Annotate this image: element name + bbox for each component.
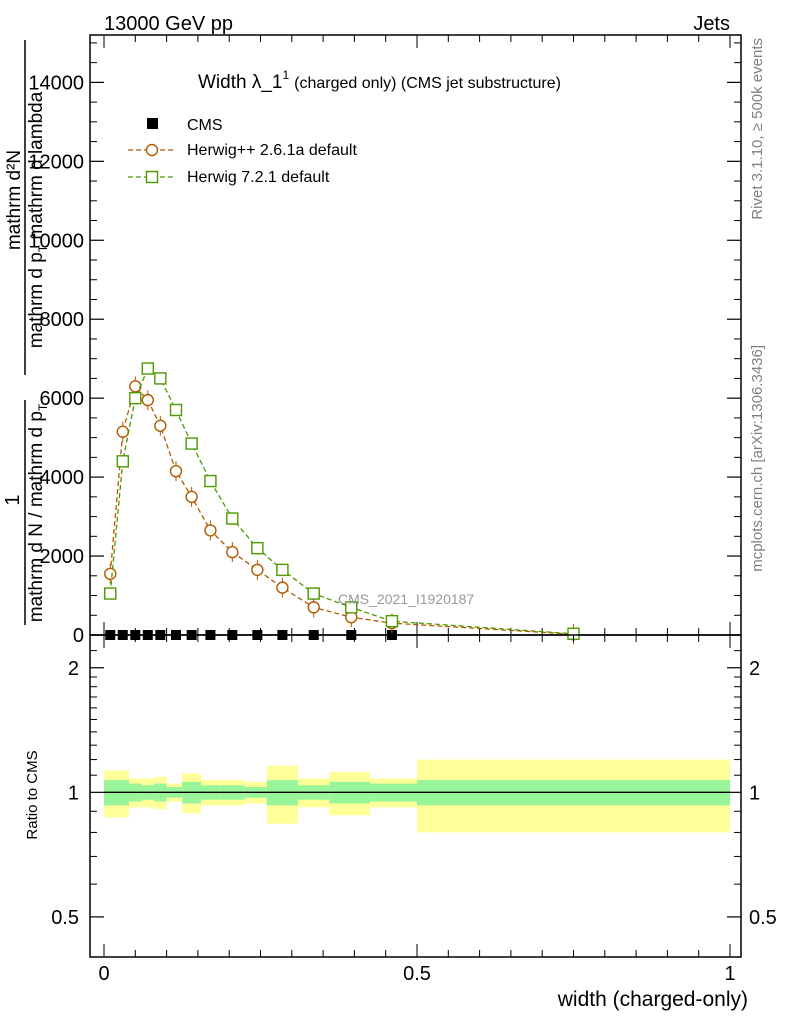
main-panel: 0 2000 4000 6000 8000 10000 12000 14000 [28,34,742,647]
herwigpp-point [129,380,142,393]
ratio-y-label: Ratio to CMS [24,750,41,839]
mcplots-label: mcplots.cern.ch [arXiv:1306.3436] [749,345,766,572]
header-right: Jets [693,13,730,35]
herwigpp-point [154,419,167,432]
y-tick-label: 6000 [40,388,85,410]
ratio-y-tick-label: 0.5 [51,907,79,929]
herwig7-point [104,587,117,600]
ratio-frame [89,634,742,958]
herwig7-point [345,601,358,614]
herwig7-point [307,587,320,600]
herwig7-point [276,563,289,577]
y-tick-label: 14000 [28,72,84,94]
rivet-label: Rivet 3.1.10, ≥ 500k events [749,38,766,220]
legend: CMS Herwig++ 2.6.1a default Herwig 7.2.1… [128,117,357,186]
y-tick-label: 4000 [40,467,85,489]
ratio-panel: 0.5 0.51 12 2 0 0.5 1 [51,634,777,985]
ratio-y-tick-label-right: 0.5 [749,907,777,929]
title-sup: 1 [282,68,289,82]
herwig7-point [204,474,217,488]
y-tick-label: 8000 [40,309,85,331]
legend-herwigpp-label: Herwig++ 2.6.1a default [187,142,357,159]
legend-herwig7-label: Herwig 7.2.1 default [187,169,330,186]
ratio-y-tick-label: 2 [68,658,79,680]
x-axis-label: width (charged-only) [557,988,748,1011]
y-label-upper: mathrm d²N [4,150,25,250]
x-tick-label: 0 [98,963,109,985]
x-tick-label: 0.5 [403,963,431,985]
header-left: 13000 GeV pp [104,13,233,35]
herwigpp-point [226,545,239,559]
herwigpp-point [185,490,198,504]
legend-cms-label: CMS [187,117,223,134]
ratio-y-tick-label-right: 1 [749,782,760,804]
herwig7-point [385,614,399,628]
herwig7-point [116,455,129,468]
herwig7-point [226,512,239,525]
chart-title: Width λ_11 (charged only) (CMS jet substr… [198,68,561,93]
ratio-bands [104,759,730,833]
main-y-label: 1 mathrm d N / mathrm d pT mathrm d²N ma… [2,40,50,625]
herwigpp-point [204,524,217,537]
herwig7-point [185,437,198,450]
herwigpp-point [251,563,264,577]
main-y-axis: 0 2000 4000 6000 8000 10000 12000 14000 [28,42,741,647]
herwigpp-point [307,601,320,614]
y-tick-label: 10000 [28,230,84,252]
y-tick-label: 12000 [28,151,84,173]
herwigpp-point [104,567,117,581]
herwig7-point [154,372,167,385]
herwig7-point [129,391,142,405]
herwig7-point [169,403,183,417]
y-tick-label: 2000 [40,546,85,568]
title-main: Width λ_1 [198,72,282,93]
herwig7-point [251,541,264,555]
herwigpp-point [116,425,129,438]
herwigpp-point [141,393,155,407]
ratio-x-axis: 0 0.5 1 [98,635,736,985]
y-label-norm-den: mathrm d N / mathrm d pT [26,403,50,622]
ratio-y-tick-label: 1 [68,782,79,804]
legend-herwig7-marker [145,170,159,184]
analysis-watermark: CMS_2021_I1920187 [338,591,474,607]
ratio-y-tick-label-right: 2 [749,658,760,680]
herwigpp-point [276,581,289,594]
y-label-norm: 1 [2,494,24,505]
ratio-y-axis: 0.5 0.5 1 1 2 2 [51,650,777,929]
series-line-2 [109,367,574,635]
legend-cms-marker [147,118,158,129]
herwig7-point [141,362,155,375]
y-label-lower: mathrm d pT mathrm d lambda [26,91,50,348]
legend-herwigpp-marker [145,143,159,157]
herwigpp-point [169,464,183,478]
title-rest: (charged only) (CMS jet substructure) [294,75,561,92]
y-tick-label: 0 [73,625,84,647]
x-tick-label: 1 [724,963,735,985]
